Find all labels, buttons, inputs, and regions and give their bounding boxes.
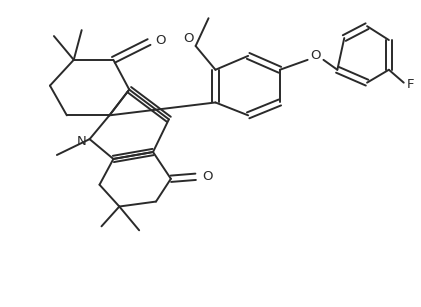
Text: N: N <box>77 134 87 148</box>
Text: O: O <box>156 33 166 47</box>
Text: O: O <box>310 49 321 62</box>
Text: F: F <box>407 78 414 91</box>
Text: O: O <box>184 32 194 45</box>
Text: O: O <box>202 170 213 183</box>
